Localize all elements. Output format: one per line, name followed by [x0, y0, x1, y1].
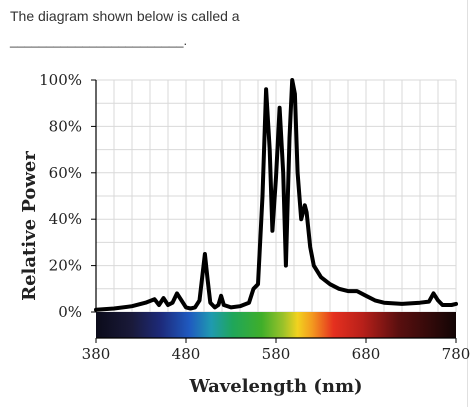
y-tick-label: 100% — [39, 71, 82, 89]
chart-grid — [95, 79, 457, 313]
x-tick-label: 580 — [262, 345, 291, 363]
x-tick-label: 480 — [172, 345, 201, 363]
y-tick-labels: 0% 20% 40% 60% 80% 100% — [39, 71, 82, 321]
x-tick-label: 680 — [352, 345, 381, 363]
spectral-power-chart: 0% 20% 40% 60% 80% 100% 380 480 580 680 780 Wavel… — [19, 71, 471, 397]
x-axis-label: Wavelength (nm) — [188, 376, 362, 397]
spectrum-bar — [96, 312, 456, 338]
x-tick-label: 780 — [442, 345, 471, 363]
content-divider — [467, 0, 468, 407]
series-line — [94, 78, 458, 312]
answer-blank: ________________________. — [10, 33, 188, 48]
y-tick-label: 60% — [49, 164, 82, 182]
question-text: The diagram shown below is called a — [10, 8, 240, 24]
y-tick-label: 0% — [58, 303, 82, 321]
y-tick-label: 20% — [49, 257, 82, 275]
y-tick-label: 80% — [49, 117, 82, 135]
x-tick-label: 380 — [82, 345, 111, 363]
x-tick-labels: 380 480 580 680 780 — [82, 345, 471, 363]
y-tick-label: 40% — [49, 210, 82, 228]
chart-axes — [91, 79, 457, 343]
y-axis-label: Relative Power — [19, 151, 40, 301]
